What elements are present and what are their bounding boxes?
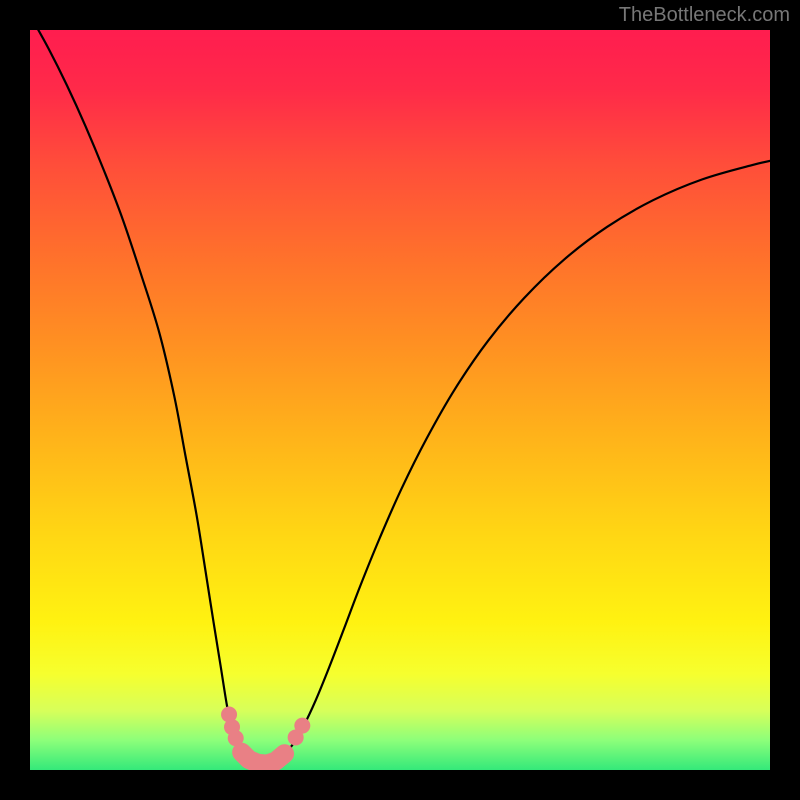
watermark-text: TheBottleneck.com [619,4,790,27]
curve-marker [294,718,310,734]
plot-area [30,30,770,770]
canvas-outer: TheBottleneck.com [0,0,800,800]
gradient-background [30,30,770,770]
plot-svg [30,30,770,770]
